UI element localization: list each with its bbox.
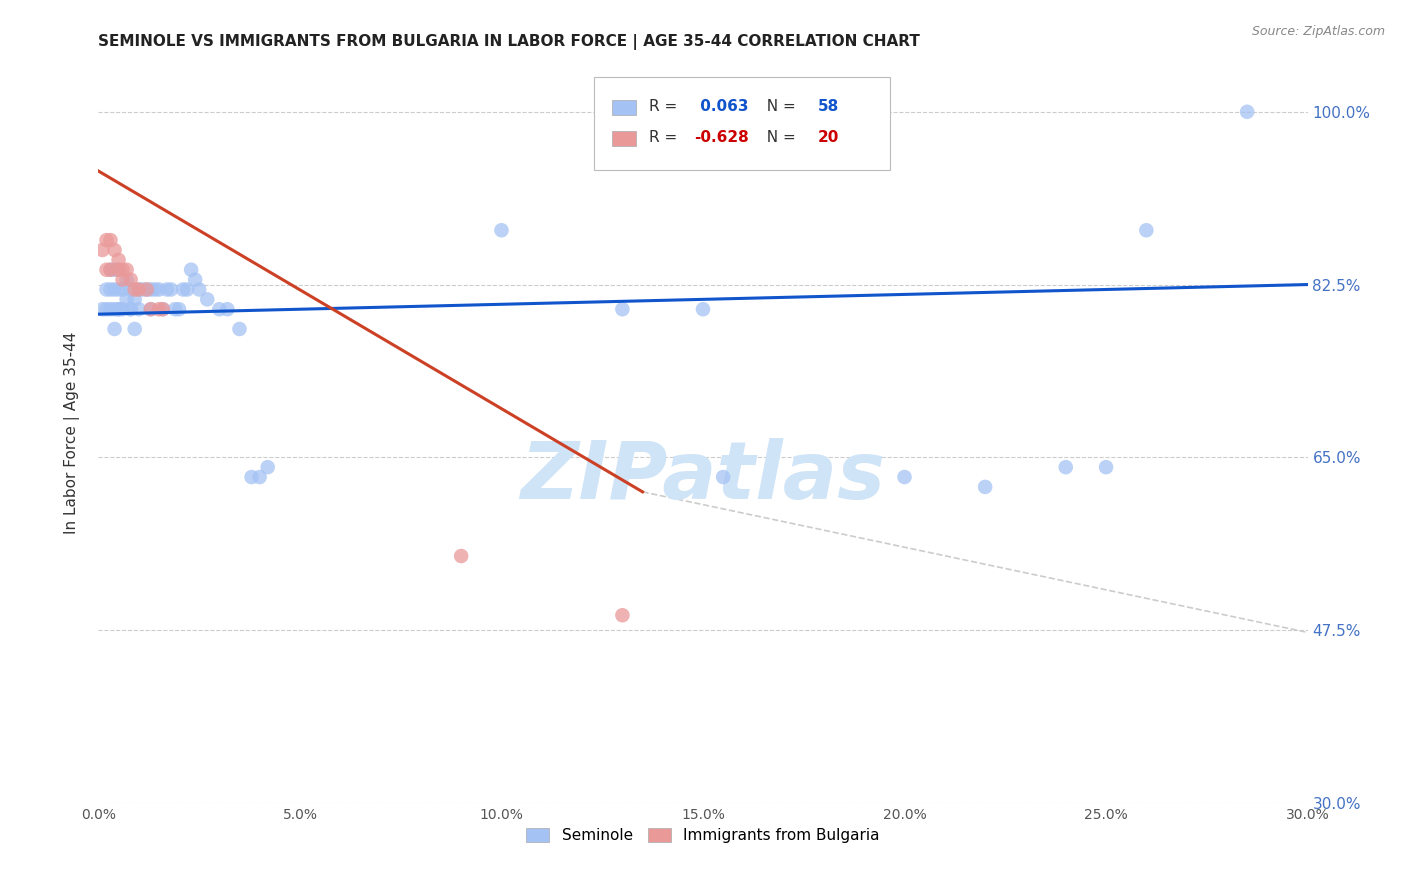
Point <box>103 262 125 277</box>
Text: 20: 20 <box>818 129 839 145</box>
Point <box>167 302 190 317</box>
Point <box>148 283 170 297</box>
Point <box>115 293 138 307</box>
Point <box>217 302 239 317</box>
Point <box>107 252 129 267</box>
Point <box>612 608 634 623</box>
Point <box>96 233 118 247</box>
Point <box>692 302 714 317</box>
Point <box>120 283 142 297</box>
Point <box>124 322 146 336</box>
Point <box>115 272 138 286</box>
Point <box>256 460 278 475</box>
Point <box>107 283 129 297</box>
Point <box>148 302 170 317</box>
Point <box>100 302 122 317</box>
Point <box>156 283 179 297</box>
Point <box>143 283 166 297</box>
Point <box>1095 460 1118 475</box>
Point <box>103 243 125 257</box>
Point <box>711 470 734 484</box>
Point <box>450 549 472 563</box>
Point <box>96 283 118 297</box>
Point <box>107 302 129 317</box>
Point <box>249 470 271 484</box>
Point <box>974 480 997 494</box>
Point <box>160 283 183 297</box>
Text: N =: N = <box>758 99 801 113</box>
Y-axis label: In Labor Force | Age 35-44: In Labor Force | Age 35-44 <box>63 332 80 533</box>
Point <box>107 302 129 317</box>
Point <box>111 283 134 297</box>
Point <box>228 322 250 336</box>
Text: N =: N = <box>758 129 801 145</box>
Point <box>103 302 125 317</box>
Point <box>103 283 125 297</box>
Point <box>240 470 263 484</box>
Point <box>184 272 207 286</box>
Point <box>128 283 150 297</box>
Bar <box>613 131 637 146</box>
Point <box>1135 223 1157 237</box>
Point <box>139 302 162 317</box>
Point <box>120 302 142 317</box>
Point <box>124 293 146 307</box>
Point <box>893 470 915 484</box>
Point <box>111 262 134 277</box>
Point <box>188 283 211 297</box>
Point <box>124 283 146 297</box>
Text: R =: R = <box>648 99 682 113</box>
Point <box>152 302 174 317</box>
Point <box>100 233 122 247</box>
Point <box>180 262 202 277</box>
Text: SEMINOLE VS IMMIGRANTS FROM BULGARIA IN LABOR FORCE | AGE 35-44 CORRELATION CHAR: SEMINOLE VS IMMIGRANTS FROM BULGARIA IN … <box>98 34 921 50</box>
Legend: Seminole, Immigrants from Bulgaria: Seminole, Immigrants from Bulgaria <box>519 821 887 851</box>
Point <box>135 283 157 297</box>
Text: 58: 58 <box>818 99 839 113</box>
Point <box>139 283 162 297</box>
Point <box>111 272 134 286</box>
Point <box>128 283 150 297</box>
Point <box>100 283 122 297</box>
Point <box>128 302 150 317</box>
Bar <box>613 100 637 115</box>
Point <box>491 223 513 237</box>
Text: 0.063: 0.063 <box>695 99 748 113</box>
Point <box>612 302 634 317</box>
Point <box>91 302 114 317</box>
Point <box>139 302 162 317</box>
Point <box>135 283 157 297</box>
Point <box>103 322 125 336</box>
Point <box>100 262 122 277</box>
Text: ZIPatlas: ZIPatlas <box>520 438 886 516</box>
Point <box>111 302 134 317</box>
Point <box>96 262 118 277</box>
Point <box>195 293 218 307</box>
Point <box>176 283 198 297</box>
Point <box>100 262 122 277</box>
Point <box>96 302 118 317</box>
Point <box>163 302 186 317</box>
Text: -0.628: -0.628 <box>695 129 749 145</box>
Point <box>208 302 231 317</box>
Point <box>1054 460 1077 475</box>
FancyBboxPatch shape <box>595 78 890 169</box>
Point <box>132 283 155 297</box>
Text: R =: R = <box>648 129 682 145</box>
Text: Source: ZipAtlas.com: Source: ZipAtlas.com <box>1251 25 1385 38</box>
Point <box>152 302 174 317</box>
Point <box>107 262 129 277</box>
Point <box>120 302 142 317</box>
Point <box>115 262 138 277</box>
Point <box>172 283 194 297</box>
Point <box>107 262 129 277</box>
Point <box>120 272 142 286</box>
Point <box>91 243 114 257</box>
Point <box>1236 104 1258 119</box>
